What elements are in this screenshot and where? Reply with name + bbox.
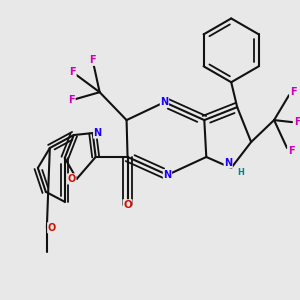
Text: F: F bbox=[294, 117, 300, 127]
Text: H: H bbox=[238, 168, 244, 177]
Text: O: O bbox=[68, 174, 76, 184]
Text: N: N bbox=[160, 97, 169, 107]
Text: F: F bbox=[288, 146, 294, 156]
Text: F: F bbox=[68, 95, 75, 105]
Text: O: O bbox=[123, 200, 132, 210]
Text: O: O bbox=[48, 223, 56, 233]
Text: F: F bbox=[89, 55, 96, 65]
Text: N: N bbox=[164, 170, 172, 180]
Text: F: F bbox=[290, 87, 296, 97]
Text: N: N bbox=[94, 128, 102, 138]
Text: F: F bbox=[69, 67, 76, 77]
Text: N: N bbox=[224, 158, 232, 168]
